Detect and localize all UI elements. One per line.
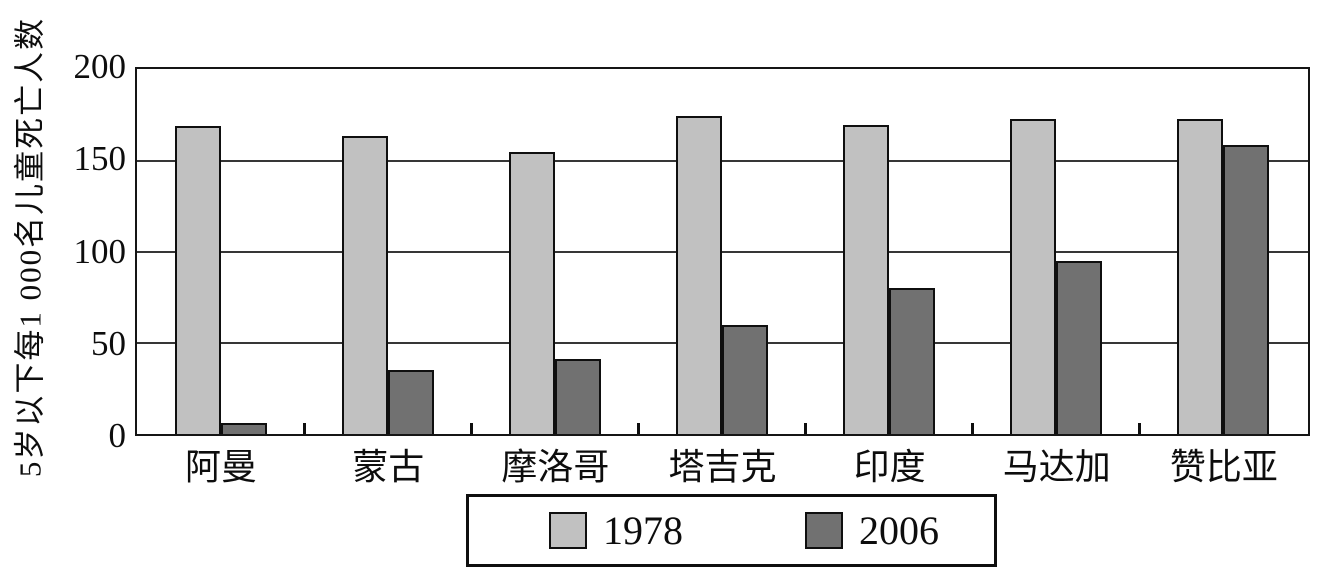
gridline-150: [137, 160, 1308, 162]
bar-2006-印度: [889, 288, 936, 434]
bar-1978-摩洛哥: [508, 151, 555, 434]
bar-2006-塔吉克: [722, 324, 768, 434]
x-axis-minor-tick: [804, 423, 808, 434]
x-label-阿曼: 阿曼: [185, 447, 258, 487]
bar-2006-摩洛哥: [554, 359, 601, 434]
bar-1978-赞比亚: [1177, 119, 1224, 434]
legend-swatch-1978-icon: [549, 512, 587, 549]
x-label-赞比亚: 赞比亚: [1169, 447, 1278, 487]
y-tick-label-200: 200: [73, 47, 127, 86]
y-tick-label-150: 150: [73, 139, 127, 179]
legend-label-2006: 2006: [859, 507, 939, 553]
legend-item-2006: 2006: [805, 507, 939, 553]
legend: 1978 2006: [466, 494, 997, 567]
gridline-100: [137, 251, 1308, 253]
x-label-印度: 印度: [853, 447, 926, 487]
x-axis-minor-tick: [971, 423, 975, 434]
bar-2006-赞比亚: [1223, 144, 1270, 434]
x-label-蒙古: 蒙古: [352, 447, 425, 487]
x-axis-minor-tick: [469, 423, 473, 434]
x-axis-minor-tick: [1138, 423, 1142, 434]
x-axis-minor-tick: [636, 423, 640, 434]
bar-1978-印度: [843, 124, 890, 434]
bar-2006-蒙古: [387, 370, 434, 434]
bar-2006-马达加: [1056, 261, 1103, 434]
x-label-塔吉克: 塔吉克: [668, 447, 777, 487]
bar-1978-阿曼: [174, 126, 221, 434]
y-tick-label-50: 50: [91, 323, 126, 363]
plot-area: [135, 67, 1310, 436]
y-tick-label-0: 0: [108, 416, 127, 455]
x-label-摩洛哥: 摩洛哥: [501, 447, 610, 487]
legend-item-1978: 1978: [549, 507, 683, 553]
bar-1978-蒙古: [341, 135, 388, 434]
x-axis-minor-tick: [302, 423, 306, 434]
bar-1978-塔吉克: [676, 115, 722, 434]
bar-1978-马达加: [1010, 119, 1057, 434]
bar-2006-阿曼: [220, 423, 267, 434]
legend-swatch-2006-icon: [805, 512, 843, 549]
legend-label-1978: 1978: [603, 507, 683, 553]
x-label-马达加: 马达加: [1002, 447, 1111, 487]
y-tick-label-100: 100: [73, 231, 127, 271]
